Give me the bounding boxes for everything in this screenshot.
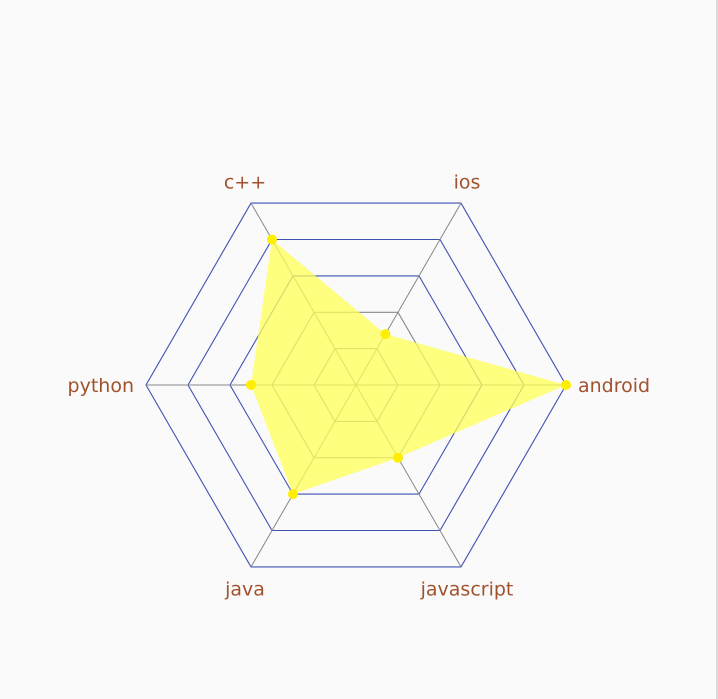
data-point-android [561, 380, 571, 390]
axis-label-ios: ios [454, 172, 481, 194]
series-area [251, 239, 566, 495]
axis-label-javascript: javascript [420, 578, 514, 600]
data-point-python [246, 380, 256, 390]
data-point-ios [380, 329, 391, 340]
axis-label-python: python [68, 375, 134, 397]
data-point-java [288, 489, 298, 500]
axis-label-c: c++ [224, 172, 266, 194]
radar-series [246, 234, 571, 500]
radar-axis-labels: android ios c++ python java javascript [68, 172, 651, 601]
window-edge [716, 0, 718, 699]
data-point-c++ [267, 234, 277, 245]
axis-label-java: java [224, 578, 265, 600]
data-point-javascript [393, 452, 403, 463]
axis-label-android: android [578, 375, 650, 397]
